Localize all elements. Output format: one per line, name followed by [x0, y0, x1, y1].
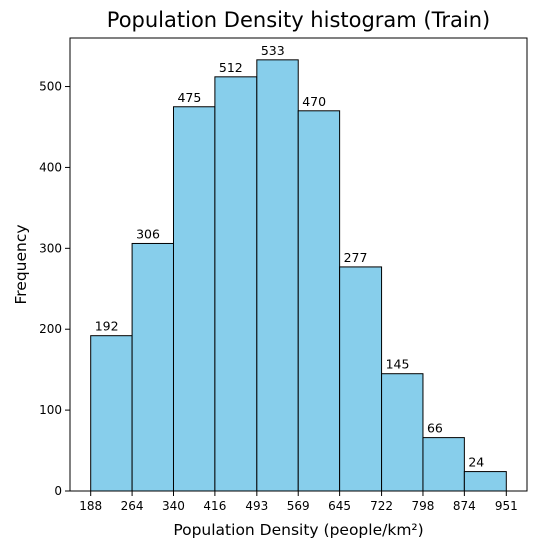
- histogram-bar: [131, 242, 174, 492]
- x-tick-label: 569: [287, 499, 310, 513]
- x-tick-label: 188: [79, 499, 102, 513]
- bar-value-label: 475: [177, 90, 201, 105]
- x-tick-label: 722: [370, 499, 393, 513]
- bar-value-label: 277: [344, 250, 368, 265]
- plot-frame: [69, 37, 528, 492]
- histogram-bar: [422, 437, 465, 492]
- bar-labels-layer: 192 306 475 512 533 470 277 145 66 24: [95, 43, 485, 470]
- chart-title: Population Density histogram (Train): [107, 8, 490, 32]
- bar-value-label: 192: [95, 319, 119, 334]
- bar-value-label: 24: [468, 455, 484, 470]
- x-tick-label: 874: [453, 499, 476, 513]
- histogram-bar: [214, 76, 258, 492]
- x-tick-label: 264: [121, 499, 144, 513]
- bar-value-label: 533: [261, 43, 285, 58]
- histogram-bar: [90, 335, 133, 492]
- x-tick-label: 340: [162, 499, 185, 513]
- x-tick-label: 416: [203, 499, 226, 513]
- bar-value-label: 145: [386, 357, 410, 372]
- x-tick-label: 798: [412, 499, 435, 513]
- histogram-bar: [339, 266, 383, 492]
- bar-value-label: 470: [302, 94, 326, 109]
- y-tick-label: 200: [39, 322, 62, 336]
- x-tick-label: 951: [495, 499, 518, 513]
- histogram-bar: [297, 110, 341, 492]
- x-axis-title: Population Density (people/km²): [173, 521, 423, 539]
- x-tick-label: 493: [245, 499, 268, 513]
- bar-value-label: 512: [219, 60, 243, 75]
- y-tick-label: 500: [39, 80, 62, 94]
- y-tick-label: 100: [39, 403, 62, 417]
- y-tick-label: 0: [54, 484, 62, 498]
- histogram-bar: [463, 471, 507, 492]
- y-axis-title: Frequency: [12, 224, 30, 304]
- histogram-bar: [172, 106, 216, 492]
- bar-value-label: 306: [136, 226, 160, 241]
- y-tick-label: 400: [39, 160, 62, 174]
- histogram-bar: [381, 373, 424, 492]
- bar-value-label: 66: [427, 421, 443, 436]
- y-axis-ticks: 0 100 200 300 400 500: [39, 80, 70, 498]
- y-tick-label: 300: [39, 241, 62, 255]
- histogram-bar: [256, 59, 299, 492]
- x-axis-ticks: 188 264 340 416 493 569 645 722 798 874 951: [79, 491, 518, 513]
- x-tick-label: 645: [328, 499, 351, 513]
- bars-layer: [90, 59, 507, 492]
